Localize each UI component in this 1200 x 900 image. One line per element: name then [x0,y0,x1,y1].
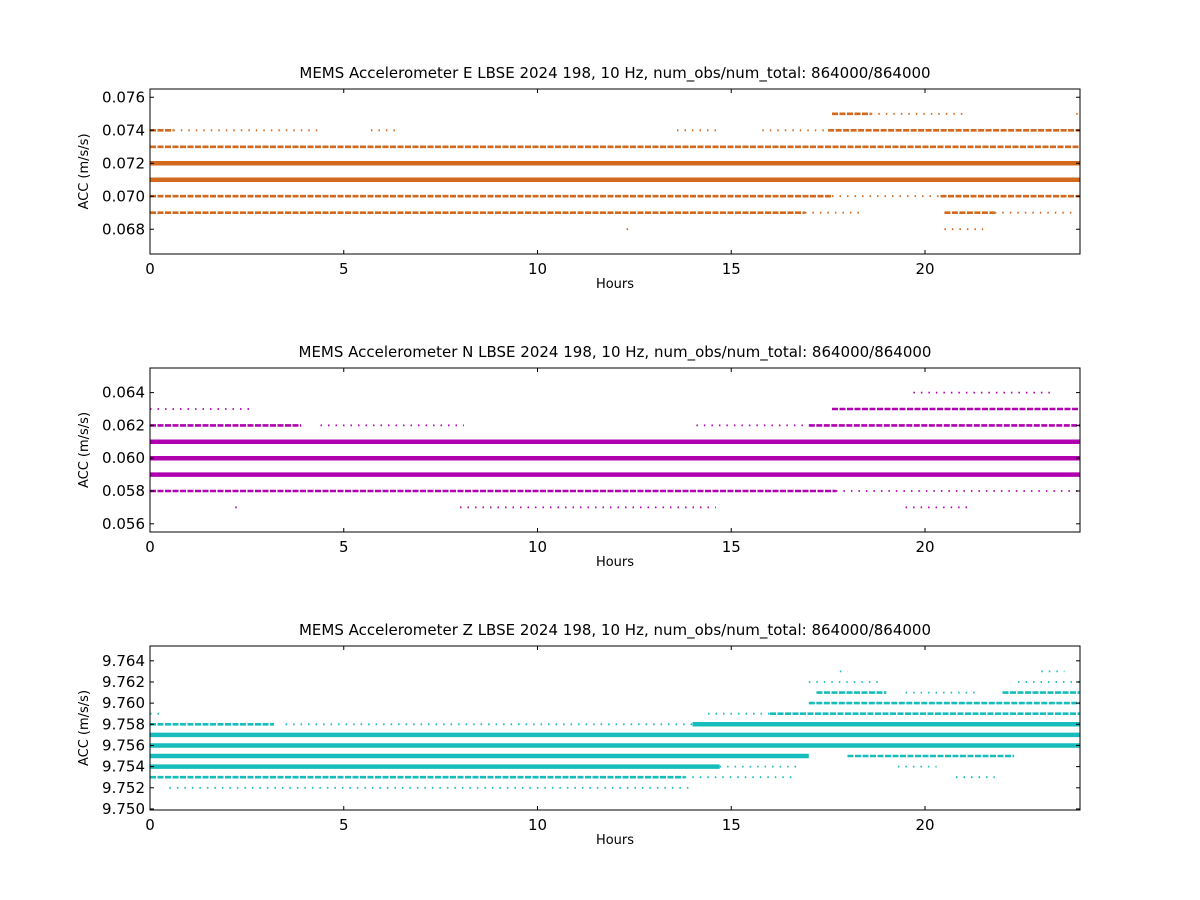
y-tick-label: 0.074 [102,121,145,139]
x-tick-label: 0 [145,538,155,556]
x-axis-label: Hours [596,277,634,292]
y-tick-label: 0.064 [102,384,145,402]
y-tick-label: 9.756 [102,736,145,754]
y-tick-label: 9.750 [102,800,145,818]
x-axis-label: Hours [596,555,634,570]
y-tick-label: 0.058 [102,482,145,500]
data-series [150,391,1080,509]
x-tick-label: 5 [339,816,349,834]
y-tick-label: 0.056 [102,515,145,533]
y-tick-label: 0.072 [102,154,145,172]
axes-frame [149,645,1081,811]
data-series [150,670,1080,789]
y-axis-label: ACC (m/s/s) [77,690,92,766]
y-tick-label: 0.060 [102,449,145,467]
chart-title: MEMS Accelerometer E LBSE 2024 198, 10 H… [299,64,930,83]
x-tick-label: 5 [339,538,349,556]
x-tick-label: 20 [915,538,934,556]
x-tick-label: 15 [722,260,741,278]
axes-frame [149,88,1081,255]
x-tick-label: 0 [145,260,155,278]
x-tick-label: 20 [915,260,934,278]
subplot-n: MEMS Accelerometer N LBSE 2024 198, 10 H… [77,343,1081,570]
x-tick-label: 15 [722,816,741,834]
axes-frame [149,367,1081,533]
y-tick-label: 0.070 [102,187,145,205]
x-axis-label: Hours [596,833,634,848]
x-tick-label: 0 [145,816,155,834]
y-tick-label: 9.752 [102,779,145,797]
subplot-z: MEMS Accelerometer Z LBSE 2024 198, 10 H… [77,621,1081,848]
y-axis-label: ACC (m/s/s) [77,133,92,209]
y-tick-label: 0.068 [102,220,145,238]
x-tick-label: 20 [915,816,934,834]
x-tick-label: 10 [528,260,547,278]
chart-title: MEMS Accelerometer Z LBSE 2024 198, 10 H… [299,621,931,640]
y-tick-label: 9.762 [102,673,145,691]
x-tick-label: 10 [528,816,547,834]
x-tick-label: 10 [528,538,547,556]
x-tick-label: 15 [722,538,741,556]
data-series [150,112,1080,231]
y-tick-label: 0.062 [102,416,145,434]
y-tick-label: 0.076 [102,88,145,106]
y-tick-label: 9.760 [102,694,145,712]
x-tick-label: 5 [339,260,349,278]
subplot-e: MEMS Accelerometer E LBSE 2024 198, 10 H… [77,64,1081,292]
y-tick-label: 9.758 [102,715,145,733]
y-tick-label: 9.764 [102,652,145,670]
chart-title: MEMS Accelerometer N LBSE 2024 198, 10 H… [299,343,932,362]
y-tick-label: 9.754 [102,758,145,776]
y-axis-label: ACC (m/s/s) [77,412,92,488]
